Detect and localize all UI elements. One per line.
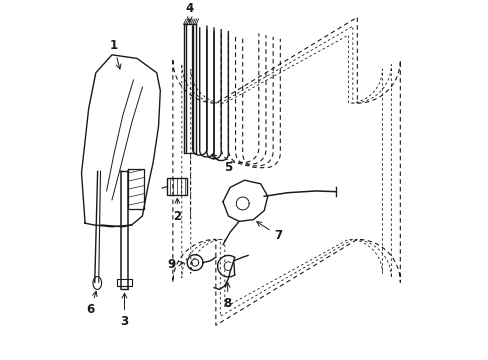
Text: 8: 8 (223, 283, 231, 310)
Text: 9: 9 (166, 258, 183, 271)
Text: 4: 4 (185, 3, 193, 22)
Text: 2: 2 (173, 198, 181, 222)
Text: 3: 3 (120, 293, 128, 328)
Text: 5: 5 (211, 155, 232, 174)
Text: 6: 6 (86, 291, 97, 316)
Text: 7: 7 (256, 222, 282, 242)
Bar (167, 179, 187, 194)
Text: 1: 1 (109, 39, 121, 69)
